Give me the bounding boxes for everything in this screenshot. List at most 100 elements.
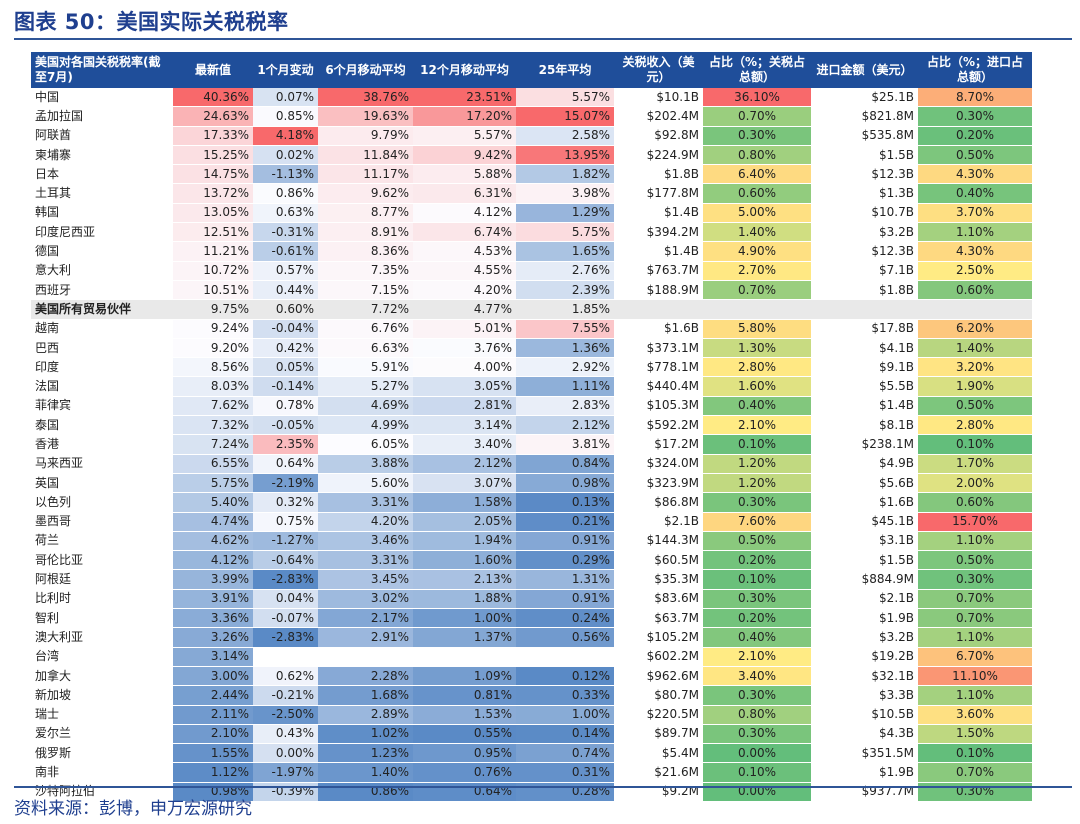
cell-country: 日本 xyxy=(31,164,173,185)
header-import-value: 进口金额（美元） xyxy=(811,52,918,88)
cell-ma-6m: 4.99% xyxy=(318,415,413,436)
cell-import-value: $10.5B xyxy=(811,705,918,725)
cell-tariff-revenue: $2.1B xyxy=(614,512,703,532)
cell-ma-6m: 2.91% xyxy=(318,627,413,648)
cell-revenue-share: 0.60% xyxy=(703,183,811,204)
cell-change-1m xyxy=(253,647,318,667)
cell-revenue-share: 1.20% xyxy=(703,454,811,474)
cell-country: 爱尔兰 xyxy=(31,724,173,745)
table-row: 爱尔兰 2.10% 0.43% 1.02% 0.55% 0.14% $89.7M 0.30% $… xyxy=(31,724,1032,745)
cell-change-1m: -0.05% xyxy=(253,415,318,436)
cell-revenue-share: 3.40% xyxy=(703,666,811,687)
cell-ma-6m: 3.31% xyxy=(318,492,413,513)
cell-country: 中国 xyxy=(31,88,173,108)
table-row: 巴西 9.20% 0.42% 6.63% 3.76% 1.36% $373.1M 1.30% $… xyxy=(31,338,1032,359)
cell-ma-12m: 4.12% xyxy=(413,203,516,224)
cell-ma-6m: 4.20% xyxy=(318,512,413,532)
cell-avg-25y: 5.57% xyxy=(516,88,614,108)
cell-avg-25y: 1.85% xyxy=(516,299,614,320)
cell-ma-12m: 2.81% xyxy=(413,396,516,417)
table-row: 澳大利亚 3.26% -2.83% 2.91% 1.37% 0.56% $105.2M 0.4… xyxy=(31,627,1032,648)
cell-import-value: $3.2B xyxy=(811,627,918,648)
cell-change-1m: 0.43% xyxy=(253,724,318,745)
cell-import-share: 1.70% xyxy=(918,454,1032,474)
cell-country: 比利时 xyxy=(31,589,173,610)
cell-tariff-revenue: $17.2M xyxy=(614,434,703,455)
cell-tariff-revenue: $21.6M xyxy=(614,762,703,783)
cell-import-value: $1.8B xyxy=(811,280,918,301)
cell-ma-12m: 6.74% xyxy=(413,222,516,243)
cell-ma-12m: 0.55% xyxy=(413,724,516,745)
cell-revenue-share: 0.40% xyxy=(703,396,811,417)
cell-latest: 12.51% xyxy=(173,222,253,243)
cell-latest: 17.33% xyxy=(173,126,253,146)
cell-tariff-revenue xyxy=(614,299,703,320)
table-row: 柬埔寨 15.25% 0.02% 11.84% 9.42% 13.95% $224.9M 0.… xyxy=(31,145,1032,166)
cell-revenue-share: 0.10% xyxy=(703,762,811,783)
cell-ma-6m xyxy=(318,647,413,667)
cell-import-share: 0.50% xyxy=(918,145,1032,166)
cell-import-share: 6.20% xyxy=(918,319,1032,339)
cell-avg-25y: 7.55% xyxy=(516,319,614,339)
cell-avg-25y: 15.07% xyxy=(516,106,614,127)
cell-change-1m: -2.19% xyxy=(253,473,318,494)
cell-country: 哥伦比亚 xyxy=(31,550,173,571)
cell-change-1m: -0.61% xyxy=(253,241,318,262)
cell-import-share: 1.90% xyxy=(918,376,1032,397)
cell-ma-12m: 1.94% xyxy=(413,531,516,552)
table-header: 美国对各国关税税率(截至7月) 最新值 1个月变动 6个月移动平均 12个月移动… xyxy=(31,52,1032,88)
cell-latest: 10.72% xyxy=(173,261,253,281)
table-row: 荷兰 4.62% -1.27% 3.46% 1.94% 0.91% $144.3M 0.50%… xyxy=(31,531,1032,552)
cell-country: 土耳其 xyxy=(31,183,173,204)
table-row: 越南 9.24% -0.04% 6.76% 5.01% 7.55% $1.6B 5.80% $1… xyxy=(31,319,1032,339)
cell-ma-12m: 3.76% xyxy=(413,338,516,359)
cell-latest: 2.11% xyxy=(173,705,253,725)
cell-latest: 3.36% xyxy=(173,608,253,629)
cell-import-value: $535.8M xyxy=(811,126,918,146)
header-ma-6m: 6个月移动平均 xyxy=(318,52,413,88)
cell-revenue-share: 0.70% xyxy=(703,280,811,301)
cell-revenue-share: 0.20% xyxy=(703,550,811,571)
cell-country: 以色列 xyxy=(31,492,173,513)
cell-tariff-revenue: $63.7M xyxy=(614,608,703,629)
cell-country: 孟加拉国 xyxy=(31,106,173,127)
cell-ma-6m: 4.69% xyxy=(318,396,413,417)
cell-ma-12m: 4.00% xyxy=(413,357,516,378)
cell-import-value: $4.3B xyxy=(811,724,918,745)
cell-ma-12m: 5.57% xyxy=(413,126,516,146)
header-tariff-revenue: 关税收入（美元） xyxy=(614,52,703,88)
cell-latest: 6.55% xyxy=(173,454,253,474)
cell-import-value: $25.1B xyxy=(811,88,918,108)
cell-import-value xyxy=(811,299,918,320)
cell-avg-25y: 0.56% xyxy=(516,627,614,648)
table-row: 马来西亚 6.55% 0.64% 3.88% 2.12% 0.84% $324.0M 1.20… xyxy=(31,454,1032,474)
tariff-table: 美国对各国关税税率(截至7月) 最新值 1个月变动 6个月移动平均 12个月移动… xyxy=(31,52,1032,802)
cell-change-1m: -0.04% xyxy=(253,319,318,339)
table-row: 瑞士 2.11% -2.50% 2.89% 1.53% 1.00% $220.5M 0.80%… xyxy=(31,705,1032,725)
cell-revenue-share: 2.10% xyxy=(703,647,811,667)
cell-import-share: 2.80% xyxy=(918,415,1032,436)
cell-import-share: 0.70% xyxy=(918,762,1032,783)
cell-import-share: 2.50% xyxy=(918,261,1032,281)
cell-country: 加拿大 xyxy=(31,666,173,687)
cell-tariff-revenue: $224.9M xyxy=(614,145,703,166)
cell-avg-25y: 3.98% xyxy=(516,183,614,204)
cell-import-share: 2.00% xyxy=(918,473,1032,494)
bottom-rule xyxy=(14,786,1072,788)
cell-ma-6m: 3.31% xyxy=(318,550,413,571)
cell-import-value: $351.5M xyxy=(811,743,918,764)
cell-import-share: 0.60% xyxy=(918,280,1032,301)
cell-latest: 14.75% xyxy=(173,164,253,185)
cell-import-share: 0.60% xyxy=(918,492,1032,513)
cell-import-share: 1.10% xyxy=(918,685,1032,706)
cell-avg-25y: 0.12% xyxy=(516,666,614,687)
cell-change-1m: -0.64% xyxy=(253,550,318,571)
cell-ma-6m: 5.27% xyxy=(318,376,413,397)
cell-tariff-revenue: $1.4B xyxy=(614,241,703,262)
cell-change-1m: -2.83% xyxy=(253,569,318,590)
cell-revenue-share: 5.00% xyxy=(703,203,811,224)
cell-import-value: $3.2B xyxy=(811,222,918,243)
cell-import-value: $12.3B xyxy=(811,164,918,185)
cell-tariff-revenue: $373.1M xyxy=(614,338,703,359)
cell-import-value: $1.5B xyxy=(811,550,918,571)
